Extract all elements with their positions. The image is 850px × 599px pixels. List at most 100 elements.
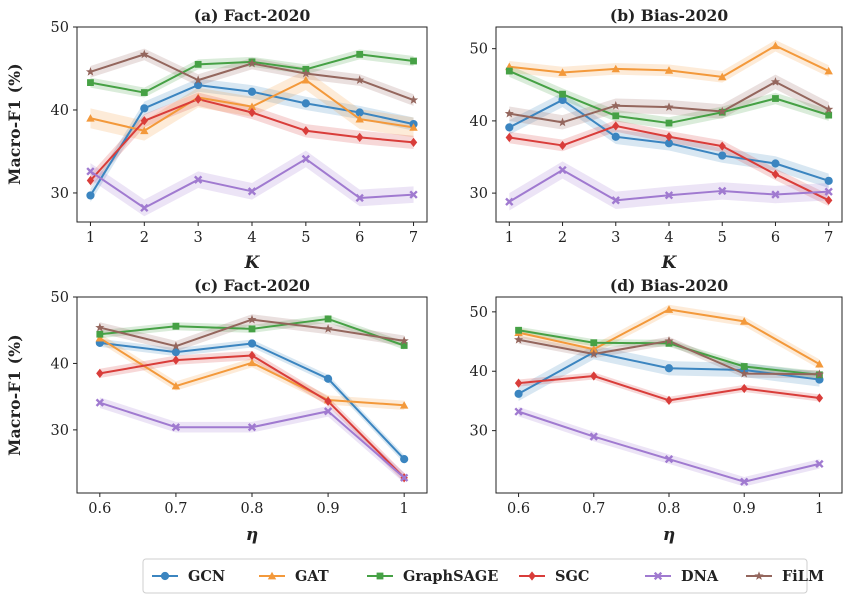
panel-d-markers [514,305,824,486]
panel-d-film-point [739,368,749,378]
panel-b-frame [495,26,843,223]
panel-d-sgc-point [514,378,523,388]
panel-d-graphsage-point [590,339,598,347]
panel-a-xtick-label: 5 [301,230,310,246]
panel-d-film-point [589,349,599,358]
panel-b-film-point [824,104,834,114]
panel-b-graphsage-point [665,119,673,127]
legend-gcn-label: GCN [188,568,225,585]
panel-d-dna-point [589,432,598,441]
panel-c-xtick-label: 0.8 [240,501,263,517]
panel-a-sgc-point [409,137,418,147]
panel-c-xtick-label: 1 [400,501,409,517]
panel-c-gcn-point [400,455,409,464]
panel-c-gat-point [247,358,257,367]
panel-a-gat-point [409,123,418,131]
panel-b-film-band [509,74,829,130]
panel-d-dna-point [664,454,674,464]
panel-a-markers [85,49,419,213]
panel-b-gcn-point [611,132,620,141]
panel-b-gat-point [771,41,780,50]
panel-d-ticks: 0.6 0.7 0.8 0.9 1 30 40 50 [470,305,825,517]
panel-c-dna-point [95,398,104,407]
panel-c-xlabel: η [246,525,258,545]
panel-a-gat-point [140,126,149,135]
panel-b-xtick-label: 4 [664,230,673,246]
panel-c-ticks: 0.6 0.7 0.8 0.9 1 30 40 50 [51,290,409,517]
panel-a-ytick-label: 40 [51,103,69,119]
y-axis-label-top: Macro-F1 (%) [5,63,24,185]
panel-b-dna-point [718,186,727,196]
panel-a-film-point [85,67,96,76]
panel-b-film-point [717,106,727,116]
panel-c-fact-2020-eta: (c) Fact-2020 η 0.6 0.7 0.8 0.9 1 30 40 50 [51,276,428,545]
panel-b-graphsage-point [612,112,620,120]
panel-b-gcn-point [718,151,727,160]
panel-c-film-point [171,341,181,351]
panel-a-graphsage-point [140,89,148,96]
legend-gat-marker [267,571,277,580]
panel-c-xtick-label: 0.9 [317,501,340,517]
panel-b-graphsage-point [825,111,833,119]
panel-d-film-point [514,334,524,344]
panel-d-gat-point [664,305,674,313]
panel-b-xtick-label: 2 [558,230,567,246]
panel-a-dna-point [355,193,364,203]
panel-d-dna-point [514,407,523,416]
panel-d-sgc-point [740,383,748,394]
panel-b-ytick-label: 50 [470,42,488,58]
panel-b-gcn-point [824,176,833,185]
panel-c-graphsage-point [324,315,332,323]
panel-b-film-point [504,108,514,118]
panel-c-ytick-label: 30 [51,423,69,439]
panel-a-gat-point [247,102,257,111]
panel-d-sgc-point [815,393,824,403]
panel-d-ytick-label: 30 [470,424,488,440]
panel-c-gat-point [95,333,105,342]
panel-d-graphsage-point [515,326,522,334]
panel-b-sgc-point [612,121,620,131]
panel-a-film-point [408,95,419,104]
legend-film-label: FiLM [782,568,824,585]
panel-b-xlabel: K [661,253,678,273]
legend-items: GCN GAT GraphSAGE SGC DNA FiLM [152,568,824,585]
panel-c-film-point [95,322,105,332]
panel-a-gat-point [86,114,95,122]
panel-d-sgc-point [590,371,598,381]
panel-a-xlabel: K [244,253,261,273]
panel-b-ytick-label: 40 [470,114,488,130]
panel-c-dna-point [400,473,409,482]
panel-a-xtick-label: 6 [355,230,364,246]
panel-a-gcn-point [140,104,149,113]
panel-b-gat-point [718,72,727,81]
panel-c-xtick-label: 0.7 [164,501,187,517]
panel-c-sgc-point [248,350,256,361]
panel-b-dna-point [558,165,567,175]
panel-d-xtick-label: 0.8 [657,501,680,517]
panel-c-film-point [247,314,257,324]
panel-a-fact-2020-k: (a) Fact-2020 K 1 2 3 4 5 6 7 30 40 50 [51,6,428,273]
panel-b-title: (b) Bias-2020 [610,6,728,25]
panel-c-graphsage-point [172,322,180,330]
panel-b-film-point [611,100,621,110]
panel-c-dna-point [323,407,333,416]
panel-b-dna-point [505,197,514,206]
panel-b-dna-point [771,190,780,199]
panel-b-bias-2020-k: (b) Bias-2020 K 1 2 3 4 5 6 7 30 40 50 [470,6,843,273]
panel-b-sgc-point [718,141,726,151]
panel-c-sgc-point [324,396,332,406]
panel-b-dna-band [509,161,829,211]
panel-d-film-point [664,336,674,345]
legend-dna-marker [653,571,663,581]
panel-a-sgc-point [302,126,310,136]
panel-d-ytick-label: 50 [470,305,488,321]
panel-a-xtick-label: 7 [409,230,418,246]
panel-b-sgc-point [665,132,673,142]
panel-b-ticks: 1 2 3 4 5 6 7 30 40 50 [470,42,834,246]
panel-b-gat-band [509,40,829,83]
panel-c-gcn-point [323,374,333,383]
panel-c-ytick-label: 40 [51,356,69,372]
panel-a-gcn-point [301,99,310,108]
panel-c-film-point [399,336,409,345]
legend-film-marker [754,571,764,580]
